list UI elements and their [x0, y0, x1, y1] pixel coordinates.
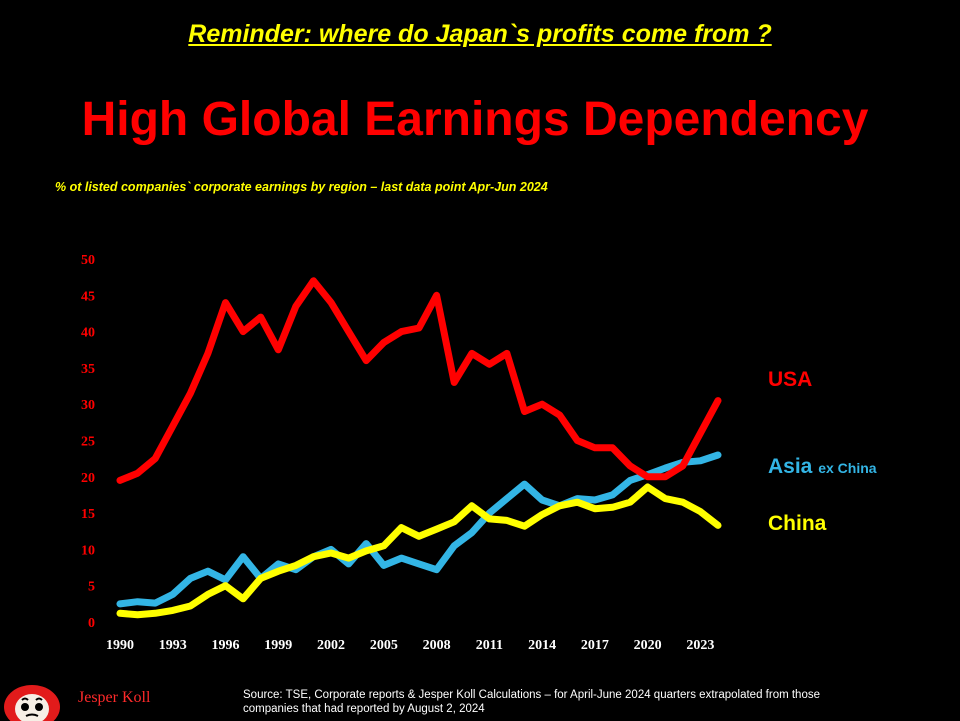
x-tick-label: 1999	[264, 638, 292, 653]
y-tick-label: 0	[88, 616, 95, 631]
x-tick-label: 2011	[476, 638, 503, 653]
author-name: Jesper Koll	[78, 689, 151, 706]
y-tick-label: 50	[81, 253, 95, 268]
y-tick-label: 45	[81, 289, 95, 304]
source-note: Source: TSE, Corporate reports & Jesper …	[243, 688, 943, 716]
x-tick-label: 2008	[423, 638, 451, 653]
x-tick-label: 2014	[528, 638, 556, 653]
x-tick-label: 1993	[159, 638, 187, 653]
x-tick-label: 2017	[581, 638, 609, 653]
source-line-2: companies that had reported by August 2,…	[243, 703, 485, 715]
x-tick-label: 1990	[106, 638, 134, 653]
asia-label-text: Asia	[768, 455, 813, 478]
series-label-asia: Asia ex China	[768, 455, 877, 479]
y-tick-label: 5	[88, 580, 95, 595]
y-tick-label: 10	[81, 543, 95, 558]
y-tick-label: 35	[81, 362, 95, 377]
series-line-usa	[116, 277, 722, 484]
source-line-1: Source: TSE, Corporate reports & Jesper …	[243, 689, 820, 701]
series-label-china: China	[768, 512, 826, 536]
x-tick-label: 2020	[634, 638, 662, 653]
china-label-text: China	[768, 512, 827, 535]
page-title: High Global Earnings Dependency	[81, 93, 869, 146]
usa-label-text: USA	[768, 368, 813, 391]
y-tick-label: 15	[81, 507, 95, 522]
series-label-usa: USA	[768, 368, 812, 392]
x-tick-label: 2002	[317, 638, 345, 653]
x-tick-label: 2023	[686, 638, 714, 653]
daruma-logo-icon	[4, 685, 60, 721]
y-tick-label: 25	[81, 435, 95, 450]
x-tick-label: 2005	[370, 638, 398, 653]
y-tick-label: 30	[81, 398, 95, 413]
series-line-asia-ex-china	[116, 451, 722, 608]
y-tick-label: 40	[81, 326, 95, 341]
chart-subtitle: % ot listed companies` corporate earning…	[55, 180, 548, 194]
x-tick-label: 1996	[212, 638, 240, 653]
y-tick-label: 20	[81, 471, 95, 486]
reminder-heading: Reminder: where do Japan`s profits come …	[188, 20, 772, 48]
asia-label-suffix: ex China	[818, 460, 877, 476]
series-line-china	[116, 483, 722, 619]
